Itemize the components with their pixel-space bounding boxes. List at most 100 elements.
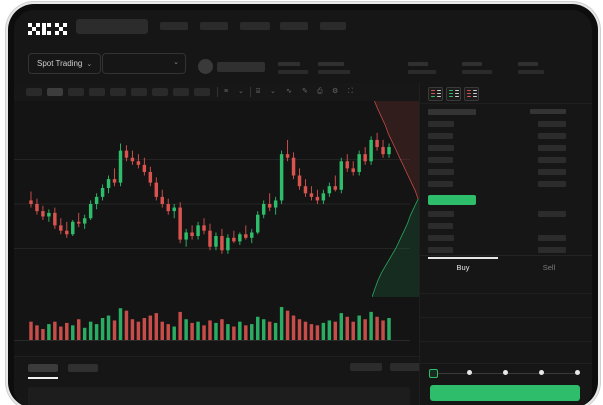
stat-last-price-value (278, 70, 308, 74)
tf-15m-button[interactable] (68, 88, 84, 96)
stat-low-24h (462, 62, 492, 74)
device-frame: Spot Trading ⌄ ⌄ (8, 4, 598, 405)
orderbook-ask-size (538, 133, 566, 139)
nav-item-5[interactable] (320, 22, 346, 30)
stat-last-price-label (278, 62, 300, 66)
stat-low-24h-value (462, 70, 492, 74)
stat-change-24h-label (318, 62, 344, 66)
orderbook-bid-size (538, 235, 566, 241)
top-navigation-bar (14, 10, 592, 44)
orders-empty-row (28, 387, 410, 405)
orderbook-ask-size (538, 181, 566, 187)
orderbook-view-bids-icon[interactable] (446, 87, 461, 101)
stat-volume-24h (518, 62, 544, 74)
tf-1d-button[interactable] (131, 88, 147, 96)
tf-1h-button[interactable] (89, 88, 105, 96)
chart-type-icon[interactable]: ⌸ (256, 88, 261, 95)
fullscreen-icon[interactable]: ⛶ (348, 88, 353, 95)
buy-submit-button[interactable] (430, 385, 580, 401)
orderbook-view-both-icon[interactable] (428, 87, 443, 101)
tab-sell[interactable]: Sell (542, 263, 556, 272)
orderbook-bid-row[interactable] (428, 235, 454, 241)
tf-5m-button[interactable] (47, 88, 63, 96)
chart-toolbar: ≡ ⌄ ⌸ ⌄ ∿ ✎ ⎙ ⚙ ⛶ (14, 83, 420, 102)
pair-avatar (198, 59, 213, 74)
depth-chart-svg (371, 100, 420, 298)
pencil-icon[interactable]: ✎ (302, 88, 308, 95)
orderbook-ask-row[interactable] (428, 181, 453, 187)
toolbar-divider-1 (217, 87, 218, 97)
stat-high-24h-label (408, 62, 428, 66)
orderbook-bid-size (538, 247, 566, 253)
trading-pair-select[interactable]: ⌄ (102, 53, 186, 74)
slider-mark-25[interactable] (467, 370, 472, 375)
slider-mark-75[interactable] (539, 370, 544, 375)
device-screen: Spot Trading ⌄ ⌄ (14, 10, 592, 405)
orderbook-bid-row[interactable] (428, 247, 453, 253)
spot-trading-dropdown[interactable]: Spot Trading ⌄ (28, 53, 102, 74)
tf-4h-button[interactable] (110, 88, 126, 96)
tab-order-history[interactable] (68, 364, 98, 372)
amount-slider[interactable] (429, 369, 580, 378)
stat-high-24h (408, 62, 436, 74)
camera-icon[interactable]: ⎙ (317, 88, 323, 95)
orderbook-header (420, 83, 592, 104)
slider-mark-100[interactable] (575, 370, 580, 375)
amount-field[interactable] (420, 341, 592, 342)
search-input[interactable] (76, 19, 148, 34)
orderbook-last-price (428, 195, 476, 205)
orders-action-2[interactable] (390, 363, 422, 371)
slider-mark-50[interactable] (503, 370, 508, 375)
depth-chart-overlay (371, 100, 420, 298)
chevron-down-icon-2[interactable]: ⌄ (270, 88, 276, 95)
orders-action-1[interactable] (350, 363, 382, 371)
orderbook-ask-row[interactable] (428, 157, 453, 163)
stat-change-24h (318, 62, 350, 74)
pair-name-label (217, 62, 265, 72)
tf-1m-button[interactable] (26, 88, 42, 96)
tab-buy[interactable]: Buy (456, 263, 470, 272)
chevron-down-icon: ⌄ (86, 61, 93, 68)
orderbook-col-header-right (530, 109, 566, 114)
tab-open-orders[interactable] (28, 364, 58, 372)
tf-1M-button[interactable] (173, 88, 189, 96)
nav-item-3[interactable] (240, 22, 270, 30)
candlestick-chart[interactable] (14, 101, 420, 301)
buy-sell-tabs: Buy Sell (420, 255, 592, 278)
orderbook-ask-row[interactable] (428, 169, 454, 175)
toolbar-divider-2 (250, 87, 251, 97)
nav-item-2[interactable] (200, 22, 228, 30)
volume-histogram-svg (14, 307, 410, 341)
orderbook-view-asks-icon[interactable] (464, 87, 479, 101)
spot-trading-label: Spot Trading (37, 59, 83, 68)
orderbook-ask-size (538, 145, 566, 151)
tf-1w-button[interactable] (152, 88, 168, 96)
indicators-icon[interactable]: ≡ (224, 88, 229, 95)
orderbook-ask-row[interactable] (428, 145, 454, 151)
orderbook-ask-row[interactable] (428, 121, 454, 127)
buy-tab-underline (428, 257, 498, 259)
nav-item-4[interactable] (280, 22, 308, 30)
tf-more-button[interactable] (194, 88, 210, 96)
price-field[interactable] (420, 317, 592, 318)
okx-logo[interactable] (28, 22, 68, 35)
stat-low-24h-label (462, 62, 482, 66)
tab-active-underline (28, 377, 58, 379)
orderbook-bid-size (538, 211, 566, 217)
orders-panel (14, 356, 422, 405)
orderbook-bid-row[interactable] (428, 223, 453, 229)
stat-volume-24h-value (518, 70, 544, 74)
settings-icon[interactable]: ⚙ (332, 88, 339, 95)
orderbook-ask-size (538, 157, 566, 163)
orderbook-ask-row[interactable] (428, 133, 453, 139)
total-field[interactable] (420, 363, 592, 364)
orderbook-bid-row[interactable] (428, 211, 454, 217)
order-type-field[interactable] (420, 293, 592, 294)
nav-item-1[interactable] (160, 22, 188, 30)
order-book-and-trade-panel: Buy Sell (419, 83, 592, 405)
amount-slider-handle[interactable] (429, 369, 438, 378)
orderbook-col-header-left (428, 109, 476, 115)
chevron-down-icon-1[interactable]: ⌄ (238, 88, 244, 95)
line-tool-icon[interactable]: ∿ (286, 88, 292, 95)
